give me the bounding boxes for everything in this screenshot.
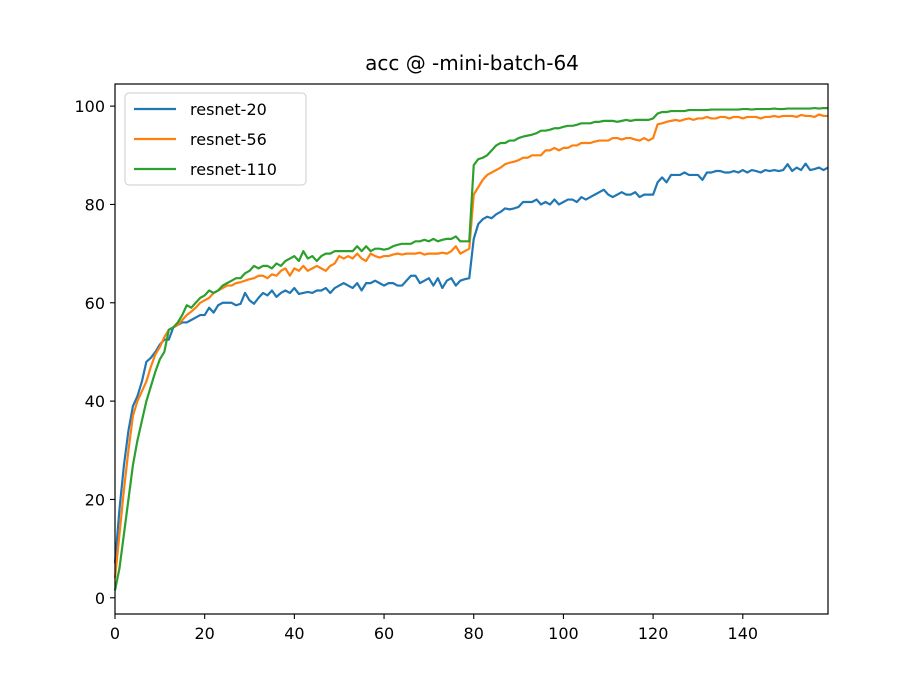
- x-axis: 0 20 40 60 80 100 120 140: [110, 614, 758, 643]
- x-tick-label: 20: [195, 624, 215, 643]
- plot-frame: [114, 83, 829, 615]
- x-tick-label: 60: [374, 624, 394, 643]
- chart-title: acc @ -mini-batch-64: [365, 51, 579, 75]
- y-tick-label: 100: [74, 97, 105, 116]
- series-line-resnet-20: [113, 162, 829, 564]
- x-tick-label: 40: [284, 624, 304, 643]
- legend-label-resnet-110: resnet-110: [190, 160, 277, 179]
- series-line-resnet-110: [113, 106, 828, 591]
- legend-label-resnet-56: resnet-56: [190, 130, 267, 149]
- legend: resnet-20 resnet-56 resnet-110: [124, 92, 307, 186]
- x-tick-label: 80: [464, 624, 484, 643]
- x-tick-label: 140: [728, 624, 759, 643]
- legend-label-resnet-20: resnet-20: [190, 100, 267, 119]
- x-tick-label: 120: [638, 624, 669, 643]
- legend-box: [124, 92, 307, 186]
- y-tick-label: 20: [85, 490, 105, 509]
- y-axis: 0 20 40 60 80 100: [74, 97, 115, 608]
- x-tick-label: 100: [548, 624, 579, 643]
- y-tick-label: 80: [85, 195, 105, 214]
- y-tick-label: 60: [85, 294, 105, 313]
- legend-entries: resnet-20 resnet-56 resnet-110: [134, 100, 277, 179]
- y-tick-label: 0: [95, 589, 105, 608]
- y-tick-label: 40: [85, 392, 105, 411]
- x-tick-label: 0: [110, 624, 120, 643]
- series-layer: [113, 106, 829, 591]
